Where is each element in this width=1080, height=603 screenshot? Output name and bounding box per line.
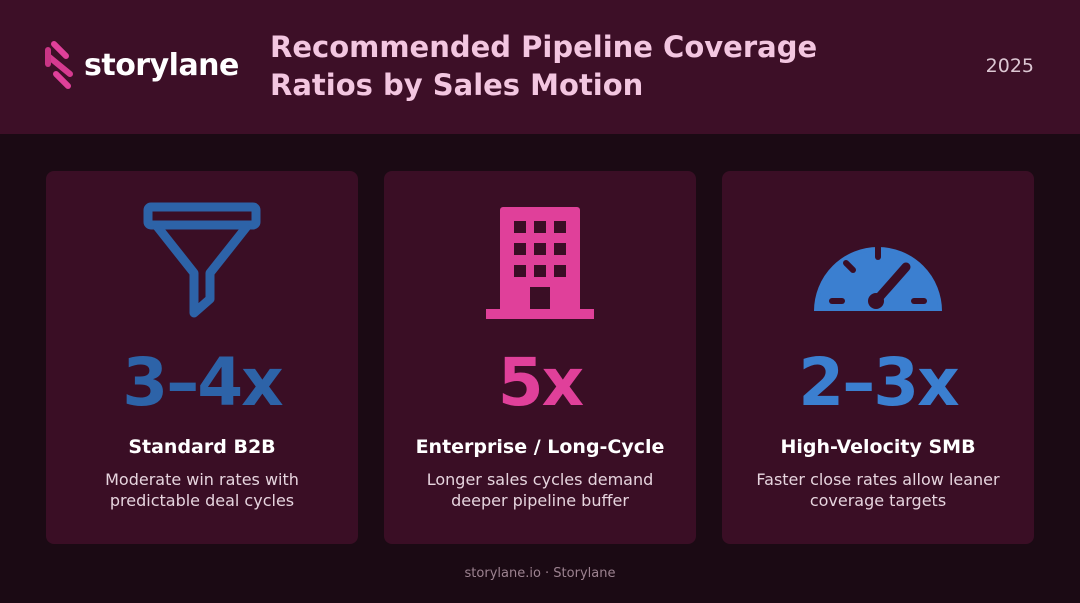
card-title: High-Velocity SMB (780, 436, 976, 458)
card-title: Standard B2B (128, 436, 276, 458)
year-label: 2025 (985, 55, 1034, 77)
page-title: Recommended Pipeline Coverage Ratios by … (270, 30, 818, 102)
brand-logo[interactable]: storylane (44, 38, 239, 92)
header: storylane Recommended Pipeline Coverage … (0, 0, 1080, 134)
footer-credit: storylane.io · Storylane (464, 566, 616, 581)
card-description: Longer sales cycles demand deeper pipeli… (426, 470, 654, 510)
card-title: Enterprise / Long-Cycle (415, 436, 665, 458)
card-standard-b2b: 3–4x Standard B2B Moderate win rates wit… (46, 171, 358, 544)
building-icon (486, 207, 594, 319)
card-enterprise: 5x Enterprise / Long-Cycle Longer sales … (384, 171, 696, 544)
coverage-ratio: 5x (497, 344, 585, 421)
funnel-icon (143, 202, 261, 318)
card-description: Moderate win rates with predictable deal… (105, 470, 299, 510)
card-description: Faster close rates allow leaner coverage… (756, 470, 1000, 510)
storylane-logo-icon (45, 41, 73, 89)
card-high-velocity-smb: 2–3x High-Velocity SMB Faster close rate… (722, 171, 1034, 544)
brand-name: storylane (84, 47, 239, 83)
speedometer-icon (814, 244, 942, 312)
coverage-ratio: 3–4x (122, 344, 283, 421)
coverage-ratio: 2–3x (798, 344, 959, 421)
